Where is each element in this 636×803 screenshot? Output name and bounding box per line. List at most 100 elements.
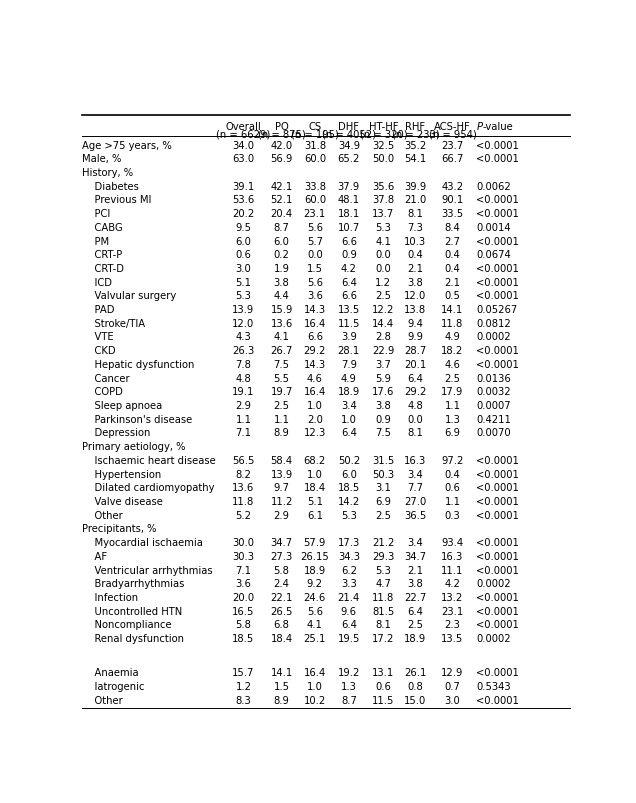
Text: CRT-D: CRT-D — [82, 263, 124, 274]
Text: 3.7: 3.7 — [375, 360, 391, 369]
Text: 6.2: 6.2 — [341, 565, 357, 575]
Text: 5.8: 5.8 — [273, 565, 289, 575]
Text: 8.7: 8.7 — [273, 222, 289, 233]
Text: Parkinson's disease: Parkinson's disease — [82, 414, 192, 424]
Text: 6.0: 6.0 — [341, 469, 357, 479]
Text: 7.1: 7.1 — [235, 565, 251, 575]
Text: 17.2: 17.2 — [372, 634, 394, 643]
Text: 16.4: 16.4 — [304, 387, 326, 397]
Text: 7.7: 7.7 — [408, 483, 424, 493]
Text: 0.4: 0.4 — [408, 250, 424, 260]
Text: 18.9: 18.9 — [304, 565, 326, 575]
Text: 50.2: 50.2 — [338, 455, 360, 465]
Text: 11.5: 11.5 — [338, 318, 360, 328]
Text: 7.9: 7.9 — [341, 360, 357, 369]
Text: PAD: PAD — [82, 304, 114, 315]
Text: (n = 875): (n = 875) — [258, 130, 305, 140]
Text: (n = 233): (n = 233) — [392, 130, 439, 140]
Text: 0.5: 0.5 — [445, 291, 460, 301]
Text: 11.8: 11.8 — [372, 593, 394, 602]
Text: 9.4: 9.4 — [408, 318, 424, 328]
Text: 26.7: 26.7 — [270, 346, 293, 356]
Text: 1.0: 1.0 — [307, 681, 323, 691]
Text: 27.3: 27.3 — [270, 551, 293, 561]
Text: 12.0: 12.0 — [404, 291, 427, 301]
Text: Iatrogenic: Iatrogenic — [82, 681, 144, 691]
Text: 1.3: 1.3 — [445, 414, 460, 424]
Text: Valve disease: Valve disease — [82, 496, 163, 507]
Text: 15.9: 15.9 — [270, 304, 293, 315]
Text: 18.5: 18.5 — [232, 634, 254, 643]
Text: 4.6: 4.6 — [307, 373, 323, 383]
Text: 1.2: 1.2 — [235, 681, 251, 691]
Text: 35.6: 35.6 — [372, 181, 394, 191]
Text: 13.1: 13.1 — [372, 667, 394, 678]
Text: 3.9: 3.9 — [341, 332, 357, 342]
Text: CABG: CABG — [82, 222, 123, 233]
Text: 1.0: 1.0 — [307, 401, 323, 410]
Text: 18.1: 18.1 — [338, 209, 360, 219]
Text: 57.9: 57.9 — [303, 537, 326, 548]
Text: 0.0002: 0.0002 — [476, 634, 511, 643]
Text: 20.1: 20.1 — [404, 360, 427, 369]
Text: Sleep apnoea: Sleep apnoea — [82, 401, 162, 410]
Text: 5.3: 5.3 — [375, 565, 391, 575]
Text: 2.5: 2.5 — [375, 510, 391, 520]
Text: 26.5: 26.5 — [270, 606, 293, 616]
Text: 22.9: 22.9 — [372, 346, 394, 356]
Text: 2.3: 2.3 — [445, 620, 460, 630]
Text: 0.0014: 0.0014 — [476, 222, 511, 233]
Text: 1.5: 1.5 — [307, 263, 323, 274]
Text: Noncompliance: Noncompliance — [82, 620, 172, 630]
Text: 16.5: 16.5 — [232, 606, 254, 616]
Text: 11.8: 11.8 — [232, 496, 254, 507]
Text: 13.6: 13.6 — [232, 483, 254, 493]
Text: 2.1: 2.1 — [408, 263, 424, 274]
Text: 12.2: 12.2 — [372, 304, 394, 315]
Text: 4.7: 4.7 — [375, 578, 391, 589]
Text: VTE: VTE — [82, 332, 114, 342]
Text: 3.4: 3.4 — [341, 401, 357, 410]
Text: Valvular surgery: Valvular surgery — [82, 291, 176, 301]
Text: <0.0001: <0.0001 — [476, 620, 519, 630]
Text: Primary aetiology, %: Primary aetiology, % — [82, 442, 186, 451]
Text: 8.7: 8.7 — [341, 695, 357, 705]
Text: 19.5: 19.5 — [338, 634, 360, 643]
Text: 34.3: 34.3 — [338, 551, 360, 561]
Text: 5.9: 5.9 — [375, 373, 391, 383]
Text: 0.0: 0.0 — [408, 414, 424, 424]
Text: 35.2: 35.2 — [404, 141, 427, 150]
Text: 0.0: 0.0 — [375, 250, 391, 260]
Text: AF: AF — [82, 551, 107, 561]
Text: 0.0007: 0.0007 — [476, 401, 511, 410]
Text: 10.3: 10.3 — [404, 236, 427, 247]
Text: 0.4211: 0.4211 — [476, 414, 511, 424]
Text: 29.3: 29.3 — [372, 551, 394, 561]
Text: 5.5: 5.5 — [273, 373, 289, 383]
Text: 9.5: 9.5 — [235, 222, 251, 233]
Text: 28.7: 28.7 — [404, 346, 427, 356]
Text: 8.1: 8.1 — [408, 428, 424, 438]
Text: 6.9: 6.9 — [445, 428, 460, 438]
Text: <0.0001: <0.0001 — [476, 593, 519, 602]
Text: 34.7: 34.7 — [270, 537, 293, 548]
Text: 13.2: 13.2 — [441, 593, 464, 602]
Text: <0.0001: <0.0001 — [476, 141, 519, 150]
Text: <0.0001: <0.0001 — [476, 346, 519, 356]
Text: 26.1: 26.1 — [404, 667, 427, 678]
Text: 8.9: 8.9 — [273, 428, 289, 438]
Text: HT-HF: HT-HF — [369, 122, 398, 132]
Text: 3.8: 3.8 — [408, 277, 424, 287]
Text: Dilated cardiomyopathy: Dilated cardiomyopathy — [82, 483, 214, 493]
Text: 12.0: 12.0 — [232, 318, 254, 328]
Text: 7.3: 7.3 — [408, 222, 424, 233]
Text: 14.2: 14.2 — [338, 496, 360, 507]
Text: 50.3: 50.3 — [372, 469, 394, 479]
Text: 6.9: 6.9 — [375, 496, 391, 507]
Text: 81.5: 81.5 — [372, 606, 394, 616]
Text: 16.3: 16.3 — [441, 551, 464, 561]
Text: 0.4: 0.4 — [445, 250, 460, 260]
Text: <0.0001: <0.0001 — [476, 360, 519, 369]
Text: 2.4: 2.4 — [273, 578, 289, 589]
Text: 0.0674: 0.0674 — [476, 250, 511, 260]
